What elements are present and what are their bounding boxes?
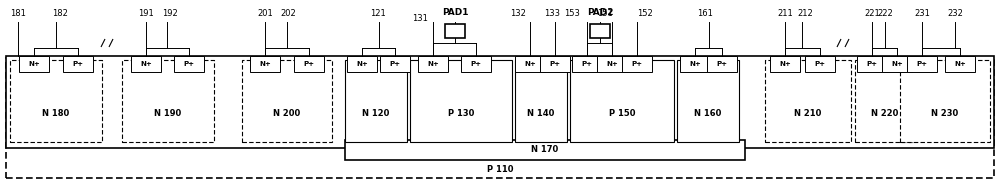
Text: N 230: N 230 — [931, 109, 959, 118]
Text: 152: 152 — [637, 9, 653, 18]
Text: 133: 133 — [544, 9, 560, 18]
Text: 181: 181 — [10, 9, 26, 18]
Text: N+: N+ — [28, 61, 40, 67]
Text: 201: 201 — [257, 9, 273, 18]
Text: P+: P+ — [304, 61, 314, 67]
Text: 132: 132 — [510, 9, 526, 18]
Text: N 210: N 210 — [794, 109, 822, 118]
Text: N+: N+ — [606, 61, 618, 67]
Bar — [900, 60, 990, 142]
Bar — [765, 60, 851, 142]
Text: P+: P+ — [917, 61, 928, 67]
Text: P+: P+ — [582, 61, 592, 67]
Text: P+: P+ — [632, 61, 642, 67]
Bar — [242, 60, 332, 142]
Text: PAD1: PAD1 — [442, 8, 468, 17]
Bar — [174, 56, 204, 72]
Bar — [805, 56, 835, 72]
Bar — [122, 60, 214, 142]
Text: N+: N+ — [891, 61, 903, 67]
Text: 151: 151 — [597, 9, 613, 18]
Text: 161: 161 — [697, 9, 713, 18]
Text: N 140: N 140 — [527, 109, 555, 118]
Bar — [677, 60, 739, 142]
Text: P+: P+ — [184, 61, 194, 67]
Bar — [707, 56, 737, 72]
Bar — [680, 56, 710, 72]
Text: N+: N+ — [779, 61, 791, 67]
Text: N+: N+ — [259, 61, 271, 67]
Bar — [347, 56, 377, 72]
Text: PAD2: PAD2 — [587, 8, 613, 17]
Bar — [294, 56, 324, 72]
Bar — [63, 56, 93, 72]
Bar — [515, 60, 567, 142]
Bar — [345, 60, 407, 142]
Bar — [380, 56, 410, 72]
Bar — [131, 56, 161, 72]
Bar — [345, 140, 745, 160]
Bar — [945, 56, 975, 72]
Bar — [418, 56, 448, 72]
Text: 222: 222 — [877, 9, 893, 18]
Text: P+: P+ — [471, 61, 482, 67]
Text: N+: N+ — [524, 61, 536, 67]
Text: N 160: N 160 — [694, 109, 722, 118]
Text: N 220: N 220 — [871, 109, 899, 118]
Text: 191: 191 — [138, 9, 154, 18]
Bar — [597, 56, 627, 72]
Bar — [572, 56, 602, 72]
Text: P+: P+ — [390, 61, 400, 67]
Text: N 120: N 120 — [362, 109, 390, 118]
Text: P 130: P 130 — [448, 109, 474, 118]
Text: P+: P+ — [550, 61, 560, 67]
Text: P 150: P 150 — [609, 109, 635, 118]
Text: N 180: N 180 — [42, 109, 70, 118]
Text: 121: 121 — [370, 9, 386, 18]
Text: N+: N+ — [427, 61, 439, 67]
Bar — [540, 56, 570, 72]
Text: 231: 231 — [914, 9, 930, 18]
Text: N 190: N 190 — [154, 109, 182, 118]
Text: P 110: P 110 — [487, 164, 513, 174]
Text: P+: P+ — [716, 61, 728, 67]
Text: 221: 221 — [864, 9, 880, 18]
Text: N+: N+ — [689, 61, 701, 67]
Bar — [10, 60, 102, 142]
Text: P+: P+ — [72, 61, 84, 67]
Text: N+: N+ — [140, 61, 152, 67]
Text: 212: 212 — [797, 9, 813, 18]
Bar — [6, 56, 994, 148]
Text: 182: 182 — [52, 9, 68, 18]
Text: N 170: N 170 — [531, 146, 559, 155]
Text: N+: N+ — [954, 61, 966, 67]
Text: P+: P+ — [867, 61, 878, 67]
Text: 202: 202 — [280, 9, 296, 18]
Text: 211: 211 — [777, 9, 793, 18]
Bar — [6, 58, 994, 178]
Bar — [19, 56, 49, 72]
Bar — [570, 60, 674, 142]
Bar — [461, 56, 491, 72]
Bar — [515, 56, 545, 72]
Bar — [250, 56, 280, 72]
Bar — [855, 60, 915, 142]
Bar — [770, 56, 800, 72]
Text: 131: 131 — [412, 14, 428, 23]
Text: 232: 232 — [947, 9, 963, 18]
Text: N+: N+ — [356, 61, 368, 67]
Bar — [882, 56, 912, 72]
Text: 192: 192 — [162, 9, 178, 18]
Text: N 200: N 200 — [273, 109, 301, 118]
Bar — [907, 56, 937, 72]
Bar — [622, 56, 652, 72]
Bar — [590, 24, 610, 38]
Bar — [857, 56, 887, 72]
Bar — [445, 24, 465, 38]
Bar — [410, 60, 512, 142]
Text: 153: 153 — [564, 9, 580, 18]
Text: P+: P+ — [814, 61, 825, 67]
